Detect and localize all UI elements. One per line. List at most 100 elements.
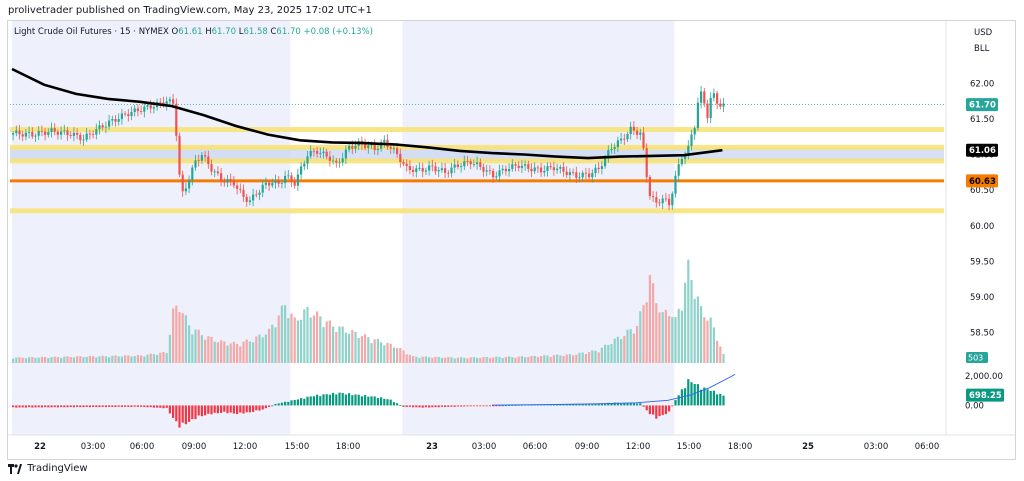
- volume-bar: [120, 356, 123, 363]
- candle-body: [511, 164, 514, 169]
- volume-bar: [533, 355, 536, 363]
- volume-bars: [12, 259, 725, 363]
- volume-bar: [559, 355, 562, 363]
- volume-bar: [104, 356, 107, 363]
- candle-body: [520, 165, 523, 169]
- candle-body: [229, 179, 232, 181]
- volume-bar: [34, 357, 37, 363]
- oscillator-bar: [591, 403, 594, 406]
- volume-bar: [485, 356, 488, 363]
- candle-body: [556, 168, 559, 171]
- oscillator-bar: [396, 403, 399, 406]
- session-shade-2: [402, 21, 675, 435]
- candle-body: [456, 164, 459, 167]
- volume-bar: [149, 353, 152, 363]
- price-badge: [966, 174, 998, 188]
- time-tick-label: 09:00: [182, 442, 207, 452]
- candle-body: [392, 148, 395, 150]
- candle-body: [108, 120, 111, 127]
- volume-bar: [344, 332, 347, 363]
- candle-body: [527, 164, 530, 169]
- time-tick-label: 23: [426, 442, 438, 452]
- volume-bar: [616, 336, 619, 363]
- oscillator-bar: [383, 398, 386, 406]
- volume-bar: [572, 355, 575, 363]
- candle-body: [287, 175, 290, 177]
- candle-body: [508, 168, 511, 172]
- candle-body: [92, 133, 95, 135]
- candle-body: [367, 145, 370, 149]
- candle-body: [581, 172, 584, 178]
- candle-body: [552, 167, 555, 171]
- candle-body: [127, 114, 130, 117]
- oscillator-bar: [482, 405, 485, 407]
- oscillator-bar: [300, 398, 303, 406]
- oscillator-bar: [712, 390, 715, 406]
- candle-body: [328, 156, 331, 161]
- candle-body: [504, 168, 507, 172]
- candle-body: [76, 132, 79, 135]
- oscillator-bar: [344, 394, 347, 406]
- candle-body: [284, 175, 287, 183]
- candle-body: [616, 140, 619, 148]
- oscillator-bar: [370, 396, 373, 406]
- volume-bar: [143, 356, 146, 363]
- volume-bar: [18, 357, 21, 363]
- candle-body: [440, 168, 443, 171]
- candle-body: [668, 198, 671, 206]
- volume-bar: [152, 354, 155, 363]
- oscillator-bar: [562, 404, 565, 406]
- volume-bar: [108, 357, 111, 363]
- candle-body: [703, 91, 706, 104]
- oscillator-bar: [706, 389, 709, 406]
- candle-body: [130, 111, 133, 117]
- candle-body: [572, 172, 575, 173]
- candle-body: [50, 128, 53, 133]
- volume-bar: [284, 305, 287, 363]
- oscillator-bar: [76, 405, 79, 407]
- candle-body: [514, 164, 517, 166]
- yellow-level-4: [10, 208, 944, 214]
- time-tick-label: 18:00: [336, 442, 361, 452]
- candle-body: [277, 180, 280, 184]
- candle-body: [44, 131, 47, 135]
- candle-body: [674, 175, 677, 194]
- candle-body: [152, 107, 155, 109]
- oscillator-bar: [108, 405, 111, 407]
- volume-bar: [440, 357, 443, 363]
- oscillator-bar: [693, 383, 696, 406]
- chart-frame[interactable]: USDBLL62.0061.5061.0060.5060.0059.5059.0…: [7, 20, 1016, 460]
- volume-bar: [114, 355, 117, 363]
- volume-bar: [370, 343, 373, 363]
- unit-label: BLL: [974, 44, 990, 54]
- oscillator-bar: [268, 405, 271, 407]
- oscillator-bar: [674, 400, 677, 406]
- oscillator-bar: [511, 405, 514, 406]
- chart-canvas[interactable]: USDBLL62.0061.5061.0060.5060.0059.5059.0…: [8, 21, 1015, 459]
- oscillator-bar: [341, 393, 344, 406]
- oscillator-bar: [700, 389, 703, 406]
- oscillator-bar: [642, 405, 645, 407]
- oscillator-bar: [159, 405, 162, 408]
- volume-bar: [632, 333, 635, 363]
- price-tick-label: 60.50: [970, 186, 994, 196]
- candle-body: [351, 145, 354, 149]
- oscillator-bar: [357, 394, 360, 406]
- price-tick-label: 59.00: [970, 293, 994, 303]
- price-tick-label: 62.00: [970, 79, 994, 89]
- volume-bar: [703, 317, 706, 363]
- candle-body: [63, 130, 66, 132]
- oscillator-bar: [21, 405, 24, 408]
- volume-bar: [623, 335, 626, 363]
- oscillator-bar: [623, 402, 626, 406]
- candle-body: [453, 164, 456, 168]
- candle-body: [706, 103, 709, 119]
- candle-body: [469, 161, 472, 165]
- candle-body: [245, 196, 248, 202]
- time-tick-label: 03:00: [81, 442, 106, 452]
- volume-bar: [357, 338, 360, 363]
- candle-body: [296, 174, 299, 186]
- volume-bar: [543, 355, 546, 363]
- oscillator-bar: [703, 387, 706, 406]
- candle-body: [53, 128, 56, 132]
